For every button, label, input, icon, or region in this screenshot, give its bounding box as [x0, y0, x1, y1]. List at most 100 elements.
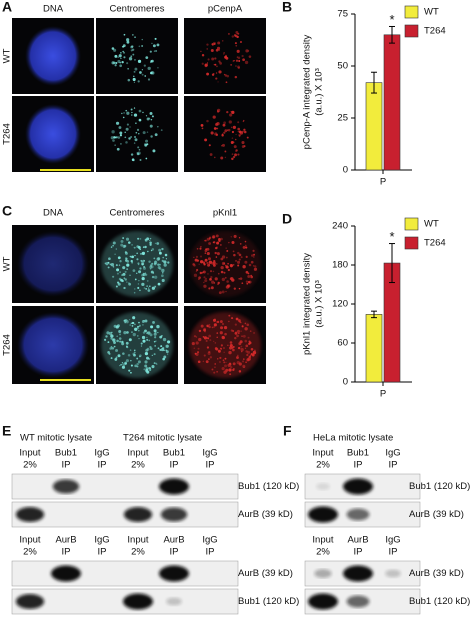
spot: [134, 59, 136, 61]
spot: [153, 50, 156, 52]
spot: [204, 249, 208, 253]
spot: [134, 67, 138, 71]
spot: [230, 236, 232, 238]
spot: [122, 44, 126, 48]
spot: [223, 52, 225, 54]
spot: [228, 320, 230, 323]
spot: [230, 141, 234, 144]
spot: [203, 354, 206, 357]
spot: [237, 56, 241, 60]
spot: [200, 324, 204, 328]
lane-label: Bub1: [347, 448, 369, 459]
spot: [126, 268, 129, 271]
spot: [235, 44, 238, 47]
spot: [122, 352, 125, 355]
spot: [230, 365, 233, 369]
spot: [149, 267, 152, 270]
spot: [232, 362, 236, 366]
spot: [139, 267, 142, 270]
spot: [116, 339, 119, 343]
spot: [236, 329, 241, 333]
spot: [130, 364, 133, 367]
spot: [140, 259, 143, 262]
spot: [205, 360, 209, 364]
spot: [134, 138, 138, 142]
spot: [130, 322, 133, 324]
spot: [134, 351, 136, 354]
spot: [167, 261, 170, 264]
spot: [119, 64, 123, 68]
spot: [151, 275, 155, 279]
spot: [200, 255, 203, 258]
spot: [204, 64, 208, 68]
spot: [204, 252, 207, 254]
spot: [138, 279, 140, 282]
lane-label: IgG: [385, 448, 400, 459]
spot: [224, 357, 227, 360]
panel-label: C: [2, 203, 12, 219]
spot: [239, 40, 242, 43]
spot: [233, 141, 235, 144]
spot: [161, 278, 165, 283]
spot: [245, 246, 248, 249]
spot: [131, 114, 133, 116]
spot: [124, 136, 127, 139]
lane-label: IP: [354, 547, 363, 558]
spot: [231, 317, 234, 320]
lysate-label: WT mitotic lysate: [20, 433, 92, 444]
spot: [206, 251, 210, 256]
spot: [234, 34, 238, 38]
spot: [111, 61, 115, 65]
spot: [195, 341, 199, 345]
spot: [236, 334, 239, 338]
row-label: T264: [2, 334, 13, 356]
band: [52, 479, 80, 494]
y-tick-label: 75: [337, 9, 348, 20]
spot: [237, 354, 239, 357]
spot: [198, 337, 202, 342]
spot: [159, 263, 161, 266]
spot: [246, 136, 249, 139]
spot: [146, 285, 149, 287]
spot: [142, 266, 146, 270]
band: [385, 569, 401, 578]
spot: [131, 331, 133, 333]
spot: [244, 339, 248, 343]
spot: [152, 149, 156, 153]
spot: [208, 144, 211, 147]
spot: [144, 245, 147, 249]
band: [343, 565, 373, 582]
spot: [224, 129, 228, 133]
spot: [132, 77, 136, 81]
spot: [213, 340, 215, 343]
spot: [194, 258, 198, 262]
spot: [238, 135, 241, 137]
y-tick-label: 0: [343, 165, 348, 176]
spot: [246, 350, 251, 354]
spot: [158, 251, 162, 255]
spot: [147, 66, 151, 71]
spot: [137, 263, 140, 266]
spot: [244, 260, 248, 264]
spot: [243, 145, 246, 148]
spot: [223, 53, 225, 55]
spot: [110, 357, 113, 360]
spot: [135, 122, 137, 125]
spot: [152, 44, 156, 48]
spot: [153, 353, 156, 356]
spot: [134, 254, 136, 257]
spot: [244, 240, 247, 243]
spot: [109, 263, 112, 266]
spot: [237, 153, 240, 156]
spot: [224, 156, 227, 159]
spot: [248, 55, 252, 58]
spot: [221, 255, 226, 259]
spot: [117, 281, 120, 284]
spot: [228, 368, 232, 372]
spot: [149, 347, 153, 351]
spot: [215, 77, 218, 80]
spot: [235, 317, 239, 321]
spot: [204, 239, 206, 242]
spot: [219, 244, 222, 246]
spot: [207, 263, 211, 267]
